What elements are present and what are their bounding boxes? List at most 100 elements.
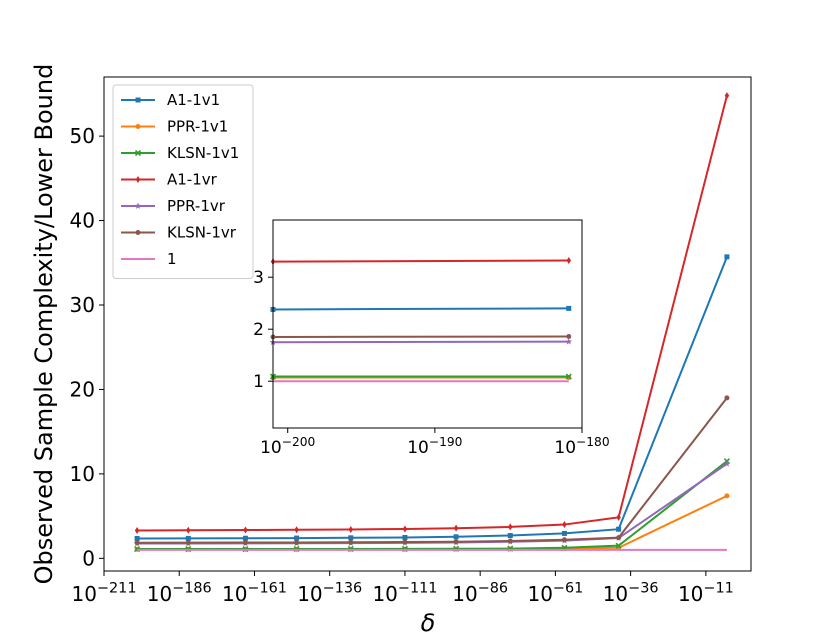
x-tick-label: 10−111 [372, 581, 437, 606]
data-point-A1-1v1-0 [134, 535, 140, 541]
data-point-A1-1vr-7 [508, 523, 513, 531]
inset-frame [272, 219, 583, 429]
data-point-KLSN-1vr-4 [348, 539, 354, 545]
inset-data-point-KLSN-1v1-1 [565, 373, 572, 380]
legend-label: PPR-1v1 [167, 118, 228, 136]
y-tick-label: 40 [70, 209, 95, 233]
data-point-KLSN-1vr-6 [453, 539, 459, 545]
inset-series-line-A1-1vr [272, 259, 569, 263]
data-point-KLSN-1vr-2 [242, 540, 248, 546]
series-line-KLSN-1v1 [137, 460, 728, 551]
legend-marker-KLSN-1v1 [134, 149, 142, 157]
inset-plot: 1 2 3 10−200 10−190 10−180 [253, 219, 610, 458]
legend-label: A1-1vr [167, 171, 218, 189]
legend-entry-A1-1v1: A1-1v1 [121, 91, 220, 109]
inset-series-line-KLSN-1vr [272, 335, 569, 338]
y-tick-label: 50 [70, 124, 95, 148]
data-point-KLSN-1v1-9 [615, 542, 622, 549]
data-point-A1-1v1-7 [507, 533, 513, 539]
y-tick-label: 20 [70, 377, 95, 401]
legend-entry-KLSN-1v1: KLSN-1v1 [121, 144, 239, 162]
legend-label: 1 [167, 250, 177, 268]
legend-marker-A1-1v1 [135, 97, 141, 103]
y-axis-label: Observed Sample Complexity/Lower Bound [30, 64, 58, 585]
data-point-A1-1v1-8 [561, 530, 567, 536]
data-point-A1-1vr-9 [616, 513, 621, 521]
data-point-A1-1v1-4 [348, 535, 354, 541]
data-point-A1-1vr-1 [186, 526, 191, 534]
data-point-A1-1vr-10 [724, 92, 730, 100]
inset-y-tick-label: 1 [253, 372, 264, 392]
legend: A1-1v1 PPR-1v1 KLSN-1v1 A1-1vr PPR-1vr KLSN-1… [112, 84, 254, 279]
inset-data-point-A1-1v1-1 [566, 305, 572, 311]
legend-entry-KLSN-1vr: KLSN-1vr [121, 224, 237, 242]
inset-x-tick-label: 10−200 [260, 435, 315, 458]
inset-y-tick-label: 3 [253, 268, 264, 288]
data-point-A1-1vr-0 [134, 526, 140, 534]
x-axis-label: δ [421, 609, 436, 637]
inset-x-tick-label: 10−190 [407, 435, 462, 458]
main-plot: 0 10 20 30 40 50 10−211 10−186 10−161 10−136 10−11… [70, 76, 752, 606]
data-point-PPR-1v1-10 [724, 493, 730, 499]
x-tick-label: 10−136 [297, 581, 362, 606]
legend-marker-KLSN-1vr [135, 230, 141, 235]
data-point-KLSN-1vr-7 [507, 538, 513, 544]
legend-label: KLSN-1v1 [167, 144, 239, 162]
data-point-KLSN-1vr-0 [134, 540, 140, 546]
data-point-A1-1vr-3 [294, 526, 299, 534]
inset-y-tick-label: 2 [253, 320, 264, 340]
data-point-A1-1v1-6 [453, 534, 459, 540]
inset-series-line-PPR-1vr [272, 340, 569, 344]
series-line-PPR-1vr [137, 462, 728, 545]
data-point-KLSN-1vr-1 [185, 540, 191, 546]
legend-entry-PPR-1v1: PPR-1v1 [121, 118, 228, 136]
x-tick-label: 10−36 [603, 581, 659, 606]
legend-marker-A1-1vr [135, 176, 141, 183]
data-point-A1-1v1-5 [402, 534, 408, 540]
data-point-A1-1v1-3 [294, 535, 300, 541]
x-tick-label: 10−186 [147, 581, 212, 606]
data-point-A1-1vr-4 [348, 525, 354, 533]
legend-entry-1: 1 [121, 250, 177, 268]
legend-label: KLSN-1vr [167, 224, 237, 242]
legend-label: PPR-1vr [167, 197, 226, 215]
legend-entry-A1-1vr: A1-1vr [121, 171, 218, 189]
data-point-A1-1vr-5 [402, 525, 408, 533]
legend-box [112, 84, 254, 279]
inset-data-point-A1-1vr-1 [566, 257, 572, 265]
plot-frame [103, 76, 752, 572]
legend-marker-PPR-1vr [134, 202, 142, 209]
data-point-A1-1v1-10 [724, 254, 730, 260]
y-tick-label: 30 [70, 293, 95, 317]
data-point-PPR-1vr-10 [723, 460, 731, 467]
legend-entry-PPR-1vr: PPR-1vr [121, 197, 226, 215]
data-point-A1-1vr-2 [243, 526, 248, 534]
inset-series-line-A1-1v1 [272, 307, 569, 311]
inset-data-point-PPR-1vr-1 [565, 338, 573, 345]
series-A1-1vr [134, 92, 730, 534]
legend-marker-PPR-1v1 [135, 124, 141, 129]
data-point-A1-1v1-9 [616, 526, 622, 532]
inset-x-tick-label: 10−180 [554, 435, 609, 458]
y-tick-label: 10 [70, 462, 95, 486]
data-point-KLSN-1vr-10 [724, 395, 730, 401]
data-point-A1-1vr-8 [562, 521, 567, 529]
data-point-KLSN-1vr-9 [616, 535, 622, 541]
x-tick-label: 10−211 [72, 581, 137, 606]
series-KLSN-1vr [134, 395, 730, 546]
x-tick-label: 10−11 [678, 581, 734, 606]
data-point-KLSN-1vr-8 [561, 537, 567, 543]
x-tick-label: 10−161 [222, 581, 287, 606]
data-point-KLSN-1vr-5 [402, 539, 408, 545]
data-point-A1-1v1-1 [185, 535, 191, 541]
y-tick-label: 0 [82, 546, 95, 570]
x-tick-label: 10−86 [452, 581, 508, 606]
data-point-KLSN-1vr-3 [294, 539, 300, 545]
inset-data-point-KLSN-1vr-1 [566, 333, 572, 339]
inset-series-A1-1vr [270, 257, 572, 266]
series-A1-1v1 [134, 254, 730, 541]
legend-label: A1-1v1 [167, 91, 220, 109]
x-tick-label: 10−61 [527, 581, 583, 606]
data-point-A1-1v1-2 [242, 535, 248, 541]
